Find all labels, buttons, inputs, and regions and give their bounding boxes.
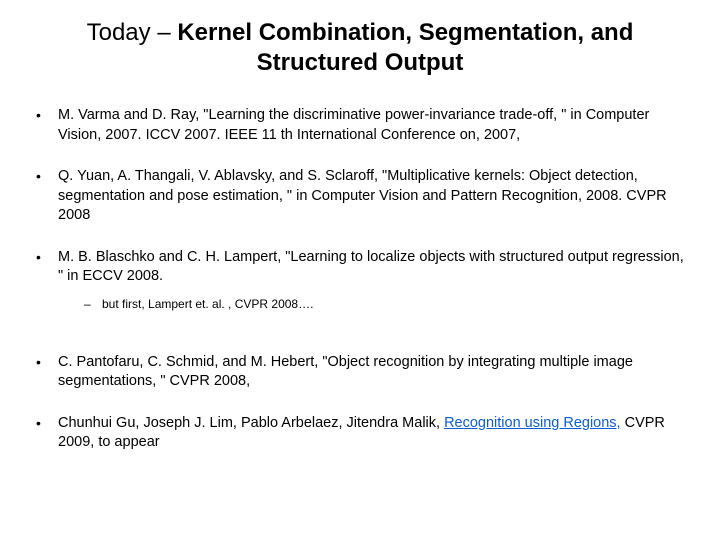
reference-text: Q. Yuan, A. Thangali, V. Ablavsky, and S… (58, 168, 667, 223)
title-bold: Kernel Combination, Segmentation, and St… (177, 19, 633, 76)
reference-item: M. Varma and D. Ray, "Learning the discr… (30, 106, 690, 145)
reference-text: M. Varma and D. Ray, "Learning the discr… (58, 107, 649, 143)
sub-list: but first, Lampert et. al. , CVPR 2008…. (58, 297, 690, 313)
reference-item: Chunhui Gu, Joseph J. Lim, Pablo Arbelae… (30, 414, 690, 453)
spacer (58, 313, 690, 331)
sub-item: but first, Lampert et. al. , CVPR 2008…. (82, 297, 690, 313)
slide: Today – Kernel Combination, Segmentation… (0, 0, 720, 540)
reference-item: C. Pantofaru, C. Schmid, and M. Hebert, … (30, 353, 690, 392)
reference-list: M. Varma and D. Ray, "Learning the discr… (30, 106, 690, 453)
reference-text: C. Pantofaru, C. Schmid, and M. Hebert, … (58, 354, 633, 390)
sub-text: but first, Lampert et. al. , CVPR 2008…. (102, 297, 313, 311)
reference-link[interactable]: Recognition using Regions, (444, 415, 621, 431)
reference-text-pre: Chunhui Gu, Joseph J. Lim, Pablo Arbelae… (58, 415, 444, 431)
reference-item: Q. Yuan, A. Thangali, V. Ablavsky, and S… (30, 167, 690, 226)
slide-title: Today – Kernel Combination, Segmentation… (30, 18, 690, 78)
reference-text: M. B. Blaschko and C. H. Lampert, "Learn… (58, 249, 684, 285)
reference-item: M. B. Blaschko and C. H. Lampert, "Learn… (30, 248, 690, 331)
title-prefix: Today – (87, 19, 178, 46)
